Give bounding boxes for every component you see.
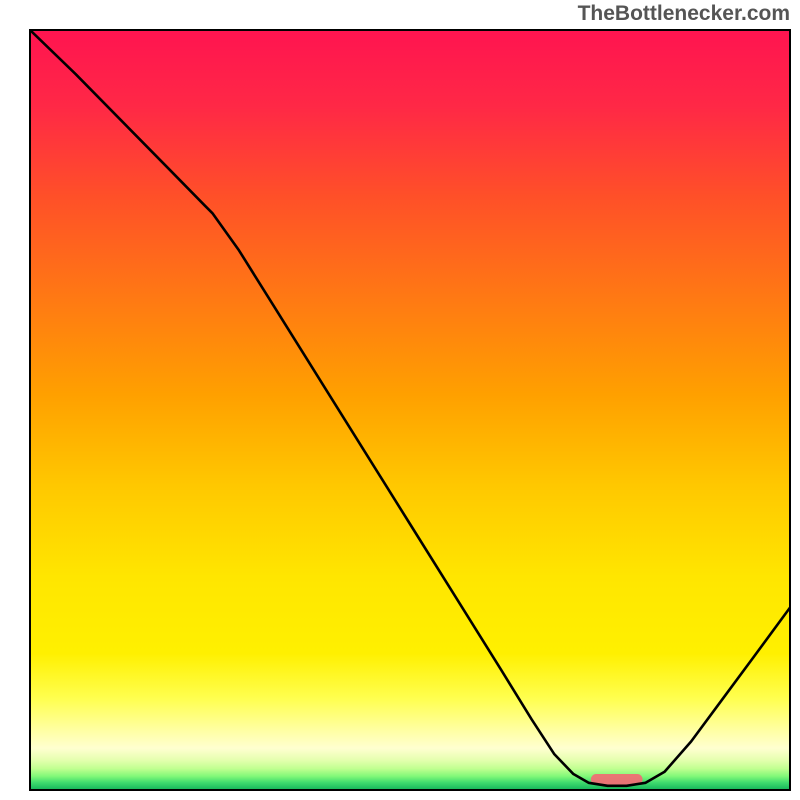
plot-area-group xyxy=(30,30,790,790)
chart-svg xyxy=(0,0,800,800)
bottleneck-chart: TheBottlenecker.com xyxy=(0,0,800,800)
watermark-text: TheBottlenecker.com xyxy=(578,2,790,26)
